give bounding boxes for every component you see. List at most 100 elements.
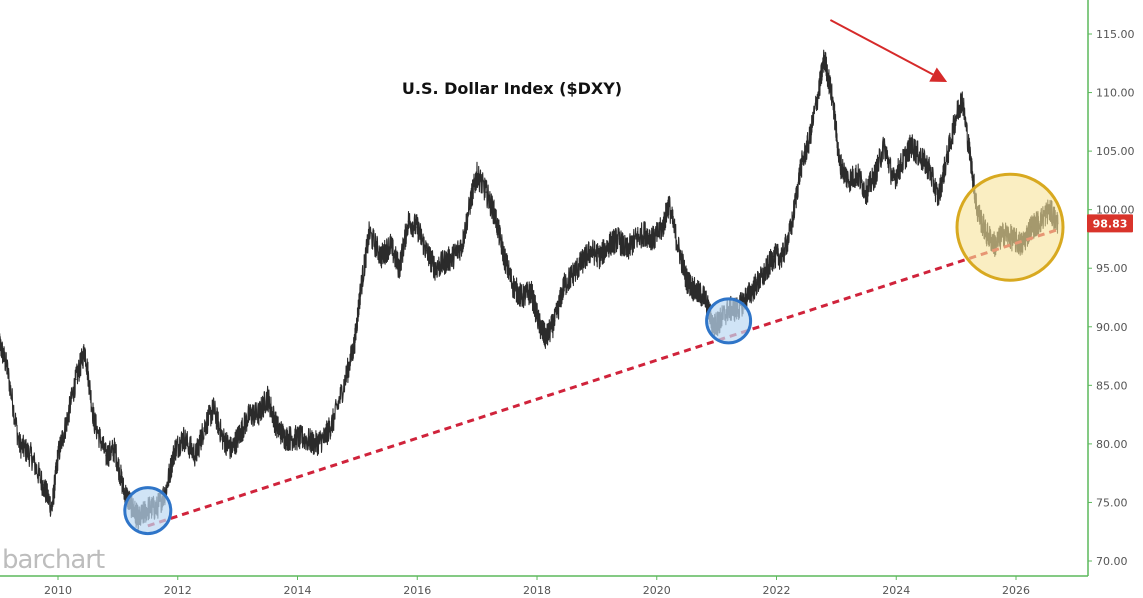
price-point bbox=[662, 226, 664, 228]
price-point bbox=[18, 443, 20, 445]
price-point bbox=[572, 273, 574, 275]
price-point bbox=[865, 191, 867, 193]
price-point bbox=[617, 238, 619, 240]
price-point bbox=[204, 425, 206, 427]
price-point bbox=[314, 443, 317, 445]
price-point bbox=[883, 144, 885, 146]
price-point bbox=[443, 261, 445, 263]
highlight-circle-2 bbox=[705, 297, 753, 345]
price-point bbox=[847, 179, 850, 181]
price-point bbox=[928, 168, 930, 170]
price-point bbox=[790, 226, 793, 228]
price-point bbox=[359, 291, 361, 293]
y-tick-label: 75.00 bbox=[1096, 496, 1128, 509]
price-point bbox=[772, 255, 775, 258]
x-tick-label: 2024 bbox=[882, 584, 910, 597]
arrow-layer bbox=[829, 19, 948, 83]
price-point bbox=[267, 396, 269, 398]
price-point bbox=[195, 455, 197, 457]
price-point bbox=[817, 92, 820, 94]
price-point bbox=[970, 162, 972, 164]
price-point bbox=[183, 437, 185, 439]
y-tick-label: 70.00 bbox=[1096, 555, 1128, 568]
y-tick-label: 100.00 bbox=[1096, 204, 1135, 217]
price-point bbox=[165, 490, 167, 492]
x-tick-label: 2026 bbox=[1002, 584, 1030, 597]
price-point bbox=[563, 285, 565, 287]
price-point bbox=[380, 255, 382, 258]
price-point bbox=[581, 261, 583, 263]
price-point bbox=[653, 238, 655, 240]
price-point bbox=[686, 279, 688, 281]
x-tick-label: 2010 bbox=[44, 584, 72, 597]
price-point bbox=[901, 162, 903, 164]
price-point bbox=[222, 437, 224, 439]
price-point bbox=[754, 285, 757, 287]
price-point bbox=[416, 226, 418, 228]
axes bbox=[0, 0, 1089, 577]
price-point bbox=[57, 455, 59, 457]
price-point bbox=[51, 507, 53, 509]
price-point bbox=[174, 449, 176, 451]
x-tick-label: 2018 bbox=[523, 584, 551, 597]
price-point bbox=[635, 238, 637, 240]
highlight-circles bbox=[123, 172, 1065, 536]
price-point bbox=[799, 168, 802, 170]
last-value-label-background bbox=[1087, 214, 1133, 233]
price-point bbox=[919, 156, 921, 158]
highlight-circle-3 bbox=[955, 172, 1065, 282]
price-point bbox=[434, 267, 436, 269]
price-point bbox=[425, 250, 427, 252]
price-point bbox=[84, 349, 86, 351]
price-point bbox=[452, 255, 454, 258]
price-point bbox=[30, 455, 32, 457]
price-point bbox=[838, 162, 841, 164]
x-axis-ticks: 2010 2012 2014 2016 2018 2020 2022 2024 2026 bbox=[44, 576, 1030, 597]
x-tick-label: 2020 bbox=[643, 584, 671, 597]
price-point bbox=[353, 343, 355, 345]
price-point bbox=[539, 326, 541, 328]
x-tick-label: 2022 bbox=[763, 584, 791, 597]
price-point bbox=[910, 144, 912, 146]
arrow-head bbox=[929, 67, 948, 83]
price-point bbox=[530, 291, 532, 293]
barchart-logo: barchart bbox=[2, 545, 105, 575]
price-point bbox=[608, 244, 610, 246]
price-point bbox=[470, 197, 472, 199]
price-point bbox=[476, 173, 478, 176]
price-point bbox=[293, 437, 296, 439]
price-point bbox=[695, 291, 697, 293]
price-point bbox=[275, 425, 278, 427]
last-value-label-text: 98.83 bbox=[1093, 217, 1128, 230]
price-point bbox=[368, 232, 370, 234]
arrow-shaft bbox=[829, 19, 934, 76]
price-point bbox=[123, 490, 125, 492]
price-point bbox=[284, 437, 287, 439]
y-tick-label: 85.00 bbox=[1096, 379, 1128, 392]
y-tick-label: 115.00 bbox=[1096, 28, 1135, 41]
price-point bbox=[554, 320, 556, 322]
price-point bbox=[213, 408, 215, 410]
price-point bbox=[398, 267, 400, 269]
chart-title: U.S. Dollar Index ($DXY) bbox=[402, 79, 622, 98]
last-value-label: 98.83 bbox=[1087, 214, 1133, 233]
x-tick-label: 2012 bbox=[164, 584, 192, 597]
price-point bbox=[746, 296, 748, 299]
y-tick-label: 95.00 bbox=[1096, 262, 1128, 275]
price-point bbox=[302, 437, 305, 439]
price-point bbox=[677, 244, 679, 246]
price-point bbox=[105, 455, 107, 457]
price-point bbox=[823, 56, 826, 59]
price-point bbox=[763, 273, 766, 275]
price-point bbox=[599, 255, 601, 258]
price-point bbox=[494, 214, 496, 217]
price-series bbox=[0, 49, 1059, 532]
price-point bbox=[590, 250, 592, 252]
price-point bbox=[503, 255, 505, 258]
price-point bbox=[668, 203, 670, 205]
price-point bbox=[832, 103, 835, 105]
price-line-series-0 bbox=[0, 49, 1059, 532]
price-point bbox=[704, 296, 706, 299]
price-point bbox=[874, 173, 876, 176]
